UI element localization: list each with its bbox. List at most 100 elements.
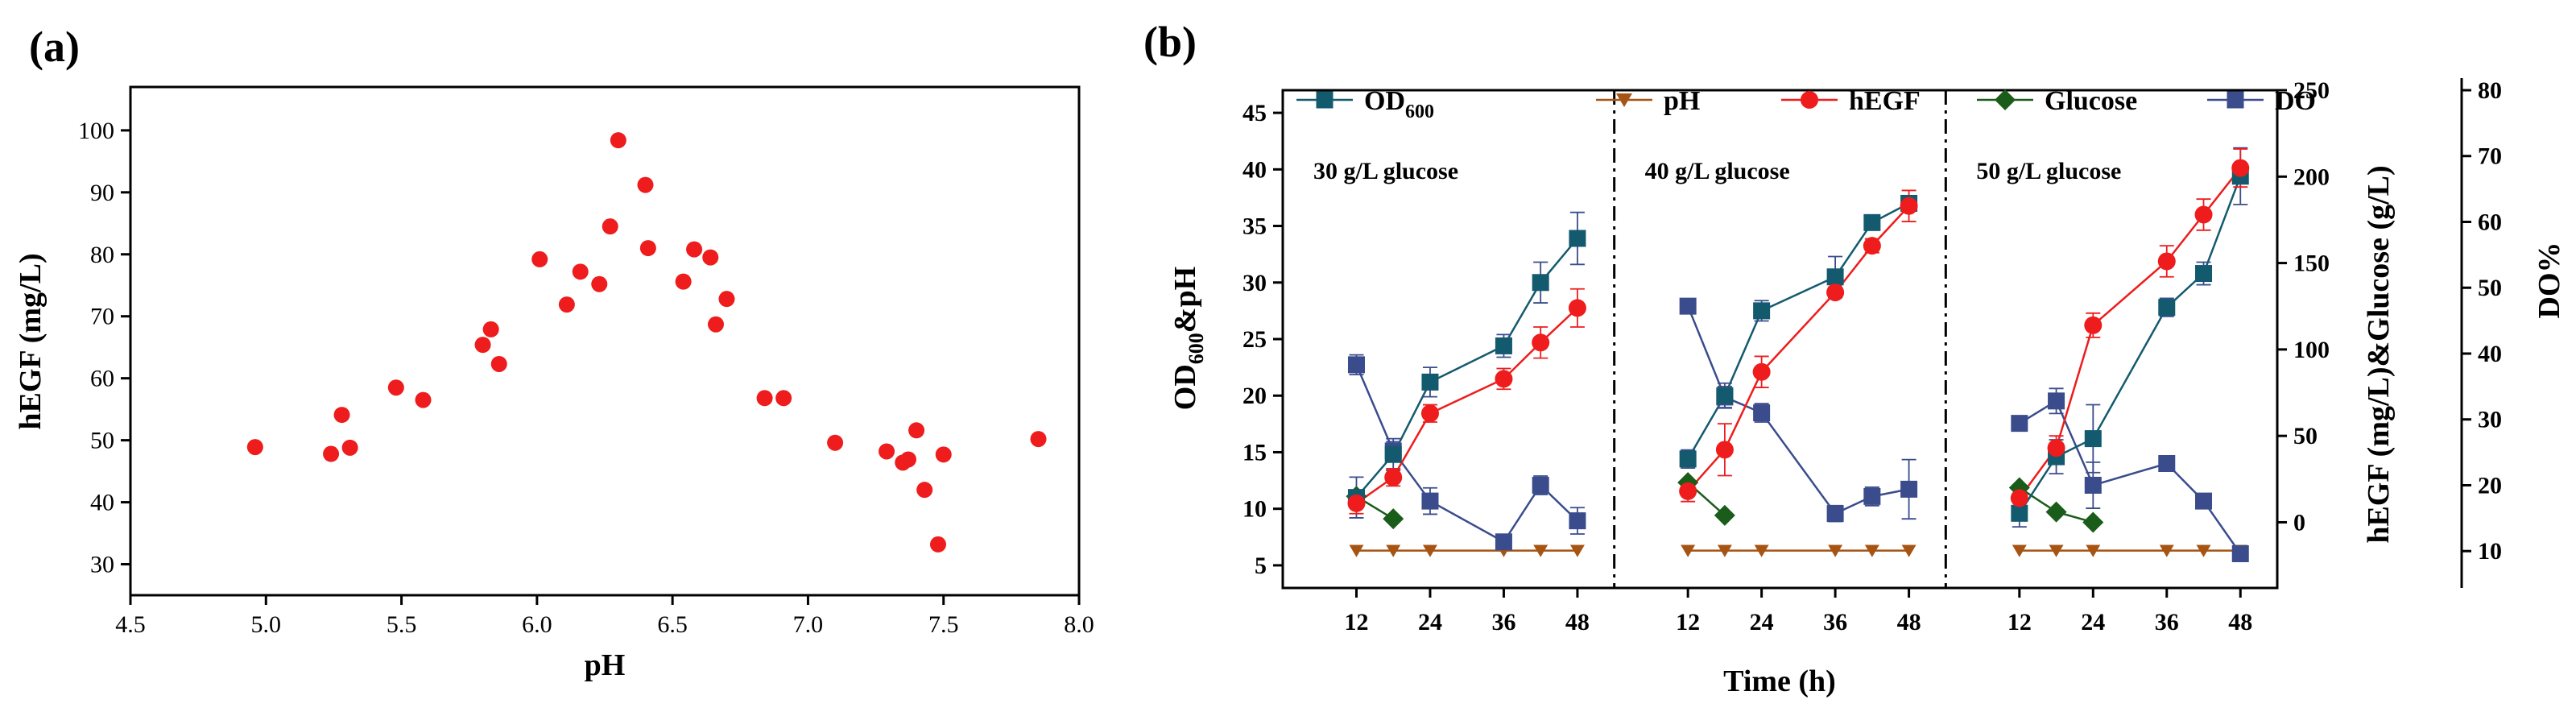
scatter-point <box>929 536 946 553</box>
scatter-point <box>387 379 404 396</box>
y-tick-label-a: 50 <box>90 428 114 454</box>
legend-label: DO <box>2275 86 2316 116</box>
left-axis-od-ph: 5 10 15 20 25 30 35 40 45 <box>1243 100 1283 579</box>
x-tick-label-b: 48 <box>1897 609 1921 635</box>
scatter-point <box>718 291 735 308</box>
right1-tick-label: 50 <box>2293 423 2318 449</box>
marker-hegf <box>1568 299 1586 317</box>
right1-tick-label: 200 <box>2293 164 2330 190</box>
left-tick-label-b: 30 <box>1243 270 1267 296</box>
right1-tick-label: 250 <box>2293 77 2330 104</box>
marker-hegf <box>2047 439 2065 457</box>
x-tick-label-b: 36 <box>2155 609 2179 635</box>
condition-labels: 30 g/L glucose 40 g/L glucose 50 g/L gluco… <box>1313 158 2121 184</box>
y-tick-label-a: 80 <box>90 242 114 268</box>
marker-od600 <box>2084 430 2102 448</box>
marker-hegf <box>1420 404 1439 423</box>
series-line-od600 <box>2018 176 2242 514</box>
legend-marker <box>1801 91 1818 109</box>
condition-label: 50 g/L glucose <box>1976 158 2121 184</box>
scatter-point <box>686 241 703 258</box>
right2-tick-label: 80 <box>2478 77 2502 104</box>
y-tick-label-a: 30 <box>90 552 114 578</box>
marker-hegf <box>2157 252 2176 271</box>
marker-hegf <box>1826 284 1845 302</box>
left-tick-label-b: 35 <box>1243 213 1267 240</box>
left-tick-label-b: 5 <box>1255 553 1267 579</box>
scatter-point <box>899 451 916 468</box>
scatter-point <box>639 240 656 257</box>
marker-hegf <box>1532 333 1550 352</box>
scatter-point <box>602 218 618 235</box>
legend-label: pH <box>1664 86 1700 116</box>
marker-do <box>2195 492 2213 510</box>
x-tick-label-a: 6.5 <box>657 611 688 638</box>
marker-od600 <box>1532 274 1549 292</box>
x-tick-label-b: 36 <box>1823 609 1847 635</box>
marker-do <box>1863 487 1881 505</box>
left-tick-label-b: 20 <box>1243 383 1267 409</box>
marker-hegf <box>2010 489 2028 507</box>
series-line-do <box>2019 399 2242 555</box>
x-tick-label-b: 24 <box>2081 609 2105 635</box>
y-tick-label-a: 90 <box>90 180 114 206</box>
condition-dividers <box>1613 90 1947 588</box>
scatter-point <box>415 391 432 408</box>
marker-od600 <box>2158 299 2176 317</box>
x-tick-label-a: 7.0 <box>793 611 824 638</box>
marker-hegf <box>1495 370 1513 388</box>
scatter-point <box>474 337 491 354</box>
y-tick-label-a: 60 <box>90 366 114 392</box>
marker-hegf <box>2194 205 2213 224</box>
x-axis-label-a: pH <box>585 648 626 682</box>
scatter-point <box>482 321 499 337</box>
scatter-point <box>490 355 507 372</box>
x-tick-label-b: 12 <box>2007 609 2032 635</box>
marker-od600 <box>1753 302 1771 320</box>
marker-od600 <box>1826 268 1844 286</box>
scatter-point <box>707 316 724 333</box>
condition-label: 40 g/L glucose <box>1645 158 1790 184</box>
right2-tick-label: 20 <box>2478 472 2502 499</box>
marker-hegf <box>2084 316 2103 334</box>
scatter-point <box>323 445 340 462</box>
marker-ph <box>2049 544 2064 557</box>
y-tick-label-a: 70 <box>90 304 114 330</box>
x-tick-label-b: 24 <box>1750 609 1774 635</box>
marker-do <box>2084 476 2102 494</box>
left-tick-label-b: 25 <box>1243 326 1267 353</box>
right1-tick-label: 150 <box>2293 250 2330 277</box>
scatter-point <box>341 439 358 456</box>
marker-do <box>1900 480 1918 498</box>
series-line-do <box>1686 305 1909 515</box>
plot-frame-a <box>129 85 1081 597</box>
marker-hegf <box>1384 468 1403 486</box>
scatter-point <box>246 439 263 456</box>
left-axis-label-b: OD600&pH <box>1168 267 1208 410</box>
y-axis-a: 30 40 50 60 70 80 90 100 <box>78 118 130 578</box>
right-axis-label-hegf-glucose: hEGF (mg/L)&Glucose (g/L) <box>2362 165 2396 543</box>
scatter-point <box>756 390 773 407</box>
legend-label: OD600 <box>1364 86 1434 122</box>
x-tick-label-b: 12 <box>1344 609 1368 635</box>
marker-glucose <box>2082 511 2104 533</box>
left-tick-label-b: 10 <box>1243 496 1267 523</box>
scatter-point <box>637 176 654 193</box>
timecourse-chart-b: 12 24 36 48 12 24 36 48 12 24 36 48 5 10 15 20 25 30 35 40… <box>1168 77 2566 698</box>
right2-tick-label: 40 <box>2478 341 2502 367</box>
marker-hegf <box>1679 482 1697 500</box>
x-tick-label-b: 36 <box>1491 609 1515 635</box>
marker-do <box>1679 297 1697 315</box>
scatter-point <box>827 434 844 451</box>
right2-tick-label: 70 <box>2478 143 2502 170</box>
right2-tick-label: 60 <box>2478 209 2502 235</box>
right1-tick-label: 100 <box>2293 337 2330 363</box>
right2-tick-label: 10 <box>2478 538 2502 565</box>
left-tick-label-b: 45 <box>1243 100 1267 126</box>
marker-ph <box>1717 544 1732 557</box>
x-tick-label-a: 8.0 <box>1064 611 1094 638</box>
scatter-point <box>675 273 692 290</box>
marker-do <box>2158 455 2176 472</box>
x-tick-label-a: 5.0 <box>251 611 282 638</box>
